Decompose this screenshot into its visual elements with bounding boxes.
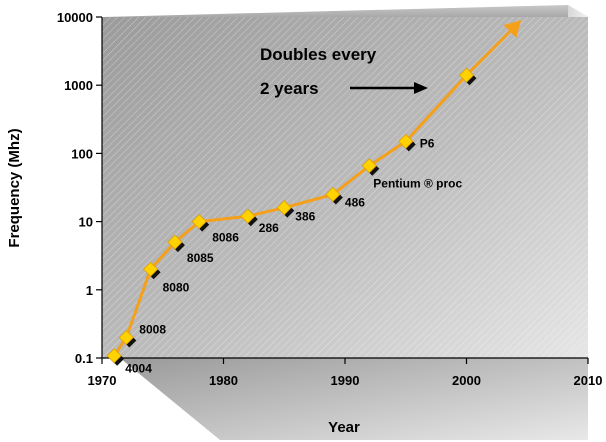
data-point-label: 8086 [212,231,239,245]
data-point [325,186,343,205]
plot-hatching [102,17,588,358]
data-point-label: 386 [295,210,315,224]
x-tick-label: 1980 [209,373,238,388]
y-tick-label: 1 [86,283,93,298]
data-point-label: 486 [345,196,365,210]
data-point [398,133,416,152]
data-point [143,261,161,280]
x-tick-label: 1970 [88,373,117,388]
data-point-label: 8008 [139,323,166,337]
data-point [276,200,295,218]
data-point-label: 8080 [163,280,190,294]
data-point-label: 4004 [125,362,152,376]
x-tick-label: 1990 [331,373,360,388]
data-point [106,348,125,366]
frequency-series-markers [106,67,477,366]
series-arrow-head [503,20,522,38]
frequency-series-labels: 4004 8008 8080 8085 8086 286 386 486 Pentium ® p… [125,136,462,375]
y-tick-label: 0.1 [75,351,93,366]
data-point [458,67,477,86]
data-point-label: P6 [420,136,435,150]
doubling-annotation: Doubles every 2 years [260,45,428,98]
y-tick-label: 10000 [57,10,93,25]
annotation-line2: 2 years [260,79,319,98]
data-point [240,208,258,227]
annotation-line1: Doubles every [260,45,377,64]
data-point-label: 286 [259,221,279,235]
x-axis-title: Year [328,419,360,436]
data-point [361,158,380,176]
box-bottom-face [120,358,588,440]
frequency-series-line [112,20,522,357]
x-axis-ticks: 1970 1980 1990 2000 2010 [88,358,603,388]
y-axis-ticks: 0.1 1 10 100 1000 10000 [57,10,102,366]
series-line-path [112,30,511,357]
y-axis-title: Frequency (Mhz) [6,128,23,247]
y-tick-label: 1000 [64,78,93,93]
y-tick-label: 100 [71,146,93,161]
box-top-face [102,5,588,17]
data-point [118,329,137,348]
data-point [191,214,210,232]
data-point-label: 8085 [187,251,214,265]
annotation-arrow-head [414,82,428,94]
y-tick-label: 10 [79,215,93,230]
data-point [167,234,185,253]
data-point-label: Pentium ® proc [373,177,462,191]
x-tick-label: 2010 [574,373,603,388]
x-tick-label: 2000 [452,373,481,388]
